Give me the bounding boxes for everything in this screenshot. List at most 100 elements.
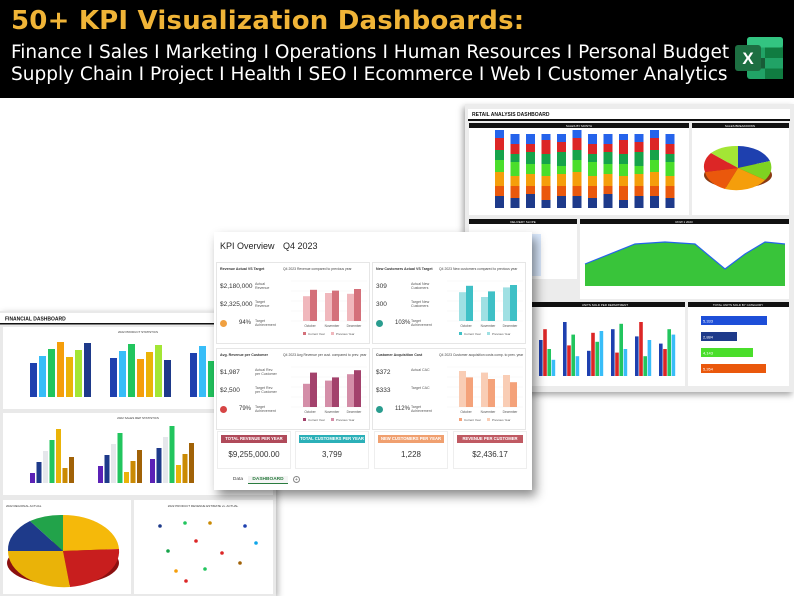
kpi-bar-current <box>466 285 473 321</box>
kpi-card: Avg. Revenue per Customer Q4 2023 Avg Rev… <box>216 348 370 430</box>
retail-stack-segment <box>603 194 613 208</box>
financial-product-bar <box>208 361 215 397</box>
retail-stack-segment <box>619 176 628 186</box>
retail-stack-segment <box>510 162 520 176</box>
banner-title: 50+ KPI Visualization Dashboards: <box>11 6 525 36</box>
retail-unit-bar <box>571 334 575 376</box>
kpi-bar-previous <box>459 371 466 407</box>
summary-value: $9,255,000.00 <box>228 450 280 459</box>
kpi-mini-bar-chart: October November December Current Year Previ… <box>447 366 523 422</box>
financial-estimate-dot <box>203 567 207 571</box>
legend-swatch-current <box>303 332 306 335</box>
tab-dashboard[interactable]: DASHBOARD <box>248 476 288 484</box>
kpi-month-label: November <box>481 324 497 328</box>
summary-tile: NEW CUSTOMERS PER YEAR 1,228 <box>374 431 448 469</box>
retail-stack-segment <box>526 186 535 194</box>
legend-swatch-previous <box>331 332 334 335</box>
retail-stack-segment <box>526 152 535 164</box>
retail-unit-bar <box>587 350 591 376</box>
retail-stack-segment <box>557 142 566 152</box>
kpi-bar-previous <box>481 297 488 321</box>
kpi-bar-previous <box>503 287 510 321</box>
kpi-actual-label: Actual Revenue <box>255 282 270 291</box>
header-banner: 50+ KPI Visualization Dashboards: Financ… <box>0 0 794 98</box>
category-bar-1 <box>701 316 767 325</box>
financial-rep-bar <box>182 454 188 483</box>
legend-current-label: Current Year <box>464 332 481 336</box>
financial-rep-bar <box>176 465 181 483</box>
retail-stack-segment <box>634 196 644 208</box>
kpi-actual-label: Actual Rev. per Customer <box>255 368 277 377</box>
financial-product-bar <box>199 346 206 397</box>
kpi-card-chart-title: Q4 2023 New customers compared to previo… <box>439 267 518 271</box>
retail-stack-segment <box>603 134 613 144</box>
retail-stack-segment <box>557 186 566 196</box>
kpi-bar-current <box>332 290 339 321</box>
retail-stack-segment <box>650 186 659 196</box>
summary-value: $2,436.17 <box>472 450 508 459</box>
retail-stack-segment <box>557 166 566 174</box>
retail-stack-segment <box>495 160 504 172</box>
svg-text:X: X <box>742 49 754 68</box>
financial-estimate-dot <box>158 524 162 528</box>
status-badge-icon <box>220 406 227 413</box>
retail-stack-segment <box>650 196 659 208</box>
banner-categories-line-2: Supply Chain I Project I Health I SEO I … <box>11 64 728 85</box>
retail-stack-segment <box>665 186 675 198</box>
add-sheet-button[interactable]: + <box>293 476 300 483</box>
financial-rep-bar <box>137 450 142 483</box>
financial-rep-bar <box>43 451 48 483</box>
financial-estimate-dot <box>243 524 247 528</box>
retail-stack-segment <box>541 186 551 200</box>
retail-delivery-slope-title: DELIVERY SLOPE <box>510 220 536 224</box>
kpi-card: New Customers Actual VS Target Q4 2023 Ne… <box>372 262 526 344</box>
status-badge-icon <box>376 406 383 413</box>
kpi-bar-previous <box>459 292 466 321</box>
retail-stacked-bars <box>495 130 675 208</box>
tab-data[interactable]: Data <box>232 477 244 482</box>
retail-area-line <box>584 241 786 270</box>
retail-unit-bar <box>623 349 628 376</box>
kpi-month-label: October <box>460 410 472 414</box>
retail-unit-bar <box>567 345 571 376</box>
retail-grouped-bars <box>539 322 676 376</box>
kpi-achievement-value: 103% <box>395 320 411 326</box>
retail-unit-bar <box>643 356 647 376</box>
financial-estimate-dots <box>158 521 258 583</box>
retail-dashboard-canvas: RETAIL ANALYSIS DASHBOARD SALES BY MONTH… <box>468 109 790 386</box>
kpi-card-chart-title: Q4 2023 Revenue compared to previous yea… <box>283 267 352 271</box>
retail-stack-segment <box>603 164 613 174</box>
financial-estimate-dot <box>208 521 212 525</box>
category-bar-2-label: 2,884 <box>703 335 714 340</box>
retail-stack-segment <box>572 160 582 172</box>
status-badge-icon <box>220 320 227 327</box>
legend-previous-label: Previous Year <box>336 418 355 422</box>
category-bar-3-label: 4,143 <box>703 351 714 356</box>
summary-tile: TOTAL REVENUE PER YEAR $9,255,000.00 <box>217 431 291 469</box>
status-badge-icon <box>376 320 383 327</box>
retail-stack-segment <box>495 172 504 186</box>
retail-stack-segment <box>634 174 644 186</box>
retail-unit-bar <box>611 329 615 376</box>
retail-stack-segment <box>665 154 675 162</box>
retail-stack-segment <box>588 162 597 176</box>
retail-stack-segment <box>557 152 566 166</box>
kpi-month-label: November <box>325 324 341 328</box>
retail-stack-segment <box>526 144 535 152</box>
excel-icon: X <box>735 37 783 79</box>
legend-swatch-previous <box>487 418 490 421</box>
kpi-actual-value: $1,987 <box>220 369 240 376</box>
retail-unit-bar <box>635 336 639 376</box>
retail-unit-bar <box>591 332 595 376</box>
financial-regional-pie <box>7 514 120 588</box>
kpi-achievement-value: 112% <box>395 406 410 412</box>
retail-stack-segment <box>619 154 628 164</box>
kpi-bar-current <box>310 289 317 321</box>
kpi-bar-current <box>354 370 361 407</box>
retail-stack-segment <box>510 186 520 198</box>
financial-product-stats-title: 2022 PRODUCT STATISTICS <box>118 330 158 334</box>
retail-stack-segment <box>588 176 597 186</box>
summary-value: 3,799 <box>321 450 343 459</box>
financial-product-bar <box>75 350 82 397</box>
retail-stack-segment <box>526 194 535 208</box>
